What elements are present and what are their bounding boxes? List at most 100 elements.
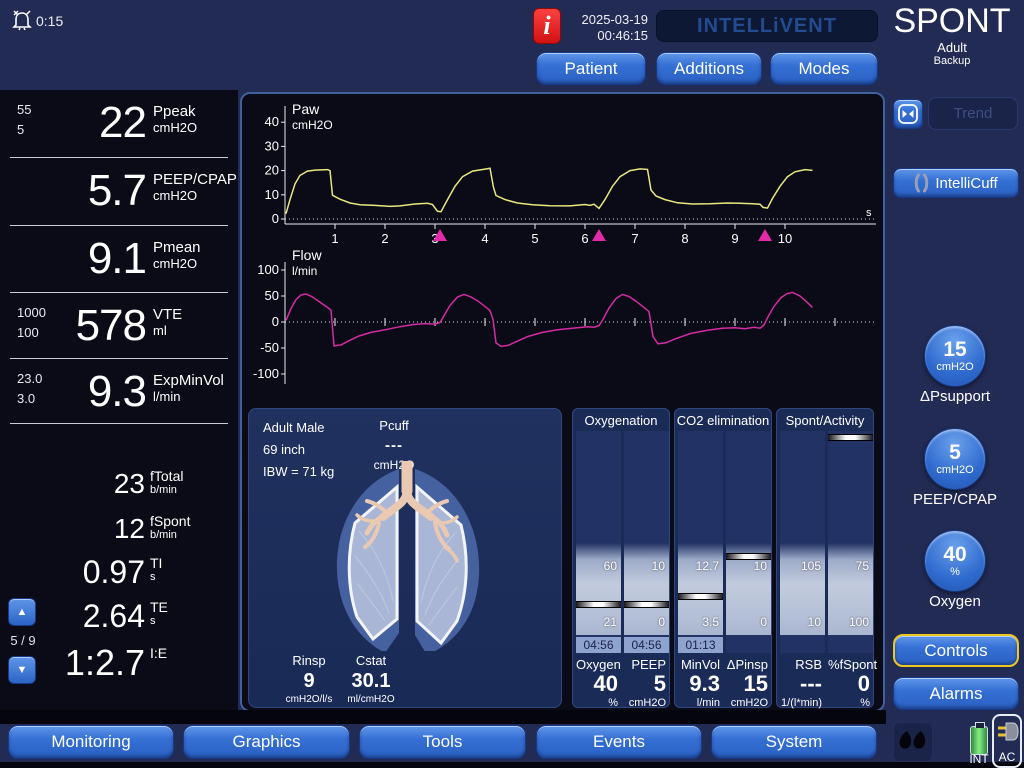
divider [0, 762, 1024, 768]
droplets-icon [899, 731, 926, 749]
divider [0, 710, 886, 724]
monitor-label: Pmean [153, 239, 201, 256]
page-indicator: 5 / 9 [10, 633, 36, 648]
cuff-icon [915, 173, 929, 193]
band-bottom-value: 10 [807, 615, 821, 629]
gauge-column-peep: 10 0 04:56 [624, 431, 669, 653]
alarms-button[interactable]: Alarms [893, 677, 1019, 710]
psupport-knob[interactable]: 15 cmH2O [924, 325, 986, 387]
gauge-value: 15 [743, 671, 768, 696]
trend-time-chip: 01:13 [678, 637, 723, 653]
nebulizer-status-tile [893, 722, 933, 762]
band-top-value: 10 [651, 559, 665, 573]
monitor-value: 0.97 [82, 554, 145, 590]
gauge-value: 0 [857, 671, 870, 696]
svg-text:100: 100 [257, 262, 279, 277]
datetime: 2025-03-19 00:46:15 [558, 12, 649, 44]
monitor-row-te: 2.64 TE s [82, 598, 168, 634]
svg-text:4: 4 [481, 231, 488, 246]
divider [10, 157, 228, 158]
band-top-value: 60 [603, 559, 617, 573]
modes-button[interactable]: Modes [770, 52, 878, 85]
gauge-column-minvol: 12.7 3.5 01:13 [678, 431, 723, 653]
tools-button[interactable]: Tools [359, 725, 526, 759]
monitor-value: 5.7 [87, 166, 147, 215]
trend-time-chip: 04:56 [624, 637, 669, 653]
events-button[interactable]: Events [536, 725, 702, 759]
gauge-column-pinsp: 10 0 [726, 431, 771, 653]
monitor-row-fspont: 12 fSpont b/min [0, 510, 238, 552]
monitor-value: 23 [113, 468, 145, 499]
limit-high: 1000 [17, 305, 46, 320]
limit-high: 23.0 [17, 371, 43, 386]
divider [10, 292, 228, 293]
svg-text:l/min: l/min [292, 264, 317, 278]
trend-time-chip: 04:56 [576, 637, 621, 653]
svg-text:cmH2O: cmH2O [292, 118, 333, 132]
gauge-value: 5 [653, 671, 666, 696]
limit-high: 55 [17, 102, 32, 117]
mode-backup: Backup [933, 55, 971, 67]
limit-low: 3.0 [17, 391, 36, 406]
target-band [576, 543, 621, 635]
limit-low: 100 [17, 325, 39, 340]
svg-text:-50: -50 [260, 340, 279, 355]
target-band [828, 543, 873, 635]
target-section-title: Oxygenation [584, 413, 658, 428]
freeze-button[interactable] [893, 99, 923, 129]
monitor-unit: ml [153, 323, 167, 338]
monitor-row-pmean: 9.1 Pmean cmH2O [0, 227, 238, 293]
system-button[interactable]: System [711, 725, 877, 759]
band-bottom-value: 0 [658, 615, 665, 629]
monitor-row-expminvol: 23.0 3.0 9.3 ExpMinVol l/min [0, 360, 238, 426]
page-down-button[interactable]: ▼ [8, 656, 36, 684]
value-cursor [624, 601, 669, 608]
trend-button[interactable]: Trend [928, 97, 1018, 130]
monitor-row-ftotal: 23 fTotal b/min [0, 465, 238, 507]
svg-text:10: 10 [265, 187, 279, 202]
band-top-value: 75 [855, 559, 869, 573]
peep-knob-label: PEEP/CPAP [913, 491, 997, 508]
band-top-value: 12.7 [695, 559, 719, 573]
monitor-value: 578 [75, 301, 147, 350]
intellivent-button-disabled: INTELLiVENT [656, 10, 878, 42]
controls-button[interactable]: Controls [893, 634, 1019, 667]
monitor-label: VTE [153, 306, 183, 323]
patient-card[interactable]: Adult Male 69 inch IBW = 71 kg Pcuff ---… [248, 408, 562, 708]
monitor-unit: l/min [153, 389, 181, 404]
active-mode: SPONT Adult Backup [884, 2, 1020, 68]
page-up-button[interactable]: ▲ [8, 598, 36, 626]
monitor-unit: cmH2O [153, 188, 198, 203]
target-section-1: Oxygenation 60 21 04:56 Oxygen 40% 10 0 04:56 PEE… [572, 408, 670, 709]
svg-text:6: 6 [581, 231, 588, 246]
monitoring-button[interactable]: Monitoring [8, 725, 174, 759]
svg-text:20: 20 [265, 163, 279, 178]
info-icon[interactable]: i [533, 8, 561, 44]
patient-ibw: IBW = 71 kg [263, 464, 335, 479]
svg-text:9: 9 [731, 231, 738, 246]
svg-text:30: 30 [265, 138, 279, 153]
graphics-panel: Paw cmH2O 0 10 20 30 40 1 2 3 4 5 6 7 8 9 10 s Flow l/min -1… [240, 92, 885, 712]
rinsp-readout: Rinsp 9 cmH2O/l/s [285, 653, 333, 705]
intellicuff-button[interactable]: IntelliCuff [893, 168, 1019, 198]
time: 00:46:15 [597, 28, 648, 43]
additions-button[interactable]: Additions [656, 52, 762, 85]
battery-label: INT [969, 752, 989, 766]
gauge-unit: 1/(l*min) [781, 697, 822, 709]
gauge-unit: cmH2O [628, 697, 666, 709]
date: 2025-03-19 [581, 12, 649, 27]
monitor-value: 9.1 [87, 234, 147, 283]
target-band [678, 543, 723, 635]
svg-text:8: 8 [681, 231, 688, 246]
oxygen-knob[interactable]: 40% [924, 530, 986, 592]
divider [10, 225, 228, 226]
band-top-value: 105 [800, 559, 821, 573]
patient-button[interactable]: Patient [536, 52, 646, 85]
monitor-unit: cmH2O [153, 256, 198, 271]
gauge-label: RSB [795, 657, 822, 672]
patient-height: 69 inch [263, 442, 305, 457]
monitor-row-peep: 5.7 PEEP/CPAP cmH2O [0, 159, 238, 225]
peep-knob[interactable]: 5 cmH2O [924, 428, 986, 490]
graphics-button[interactable]: Graphics [183, 725, 350, 759]
